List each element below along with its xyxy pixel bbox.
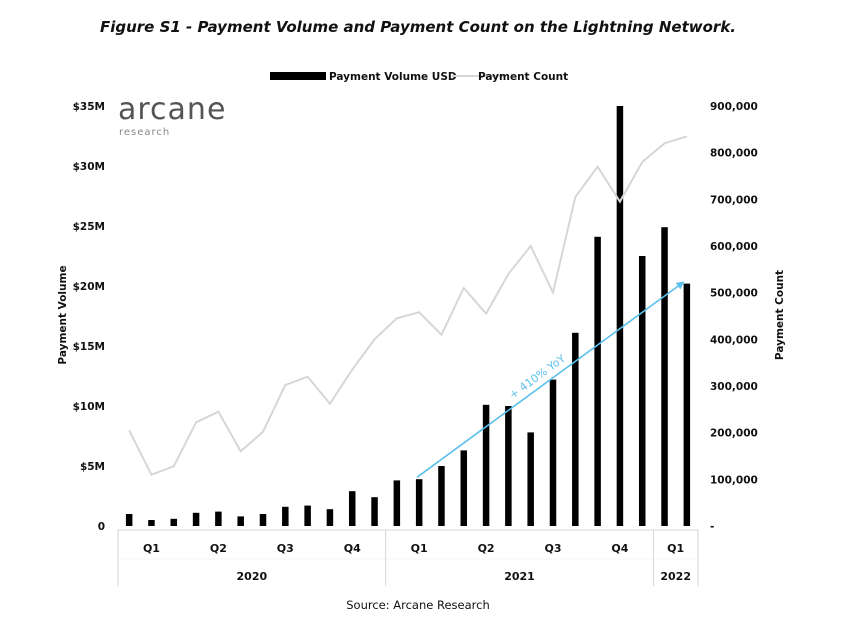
y-right-tick-label: - <box>710 521 714 533</box>
volume-bar <box>616 106 624 526</box>
chart-title: Figure S1 - Payment Volume and Payment C… <box>100 18 736 36</box>
volume-bar <box>125 514 133 526</box>
y-right-tick-label: 900,000 <box>710 101 758 113</box>
volume-bar <box>594 236 601 527</box>
yoy-annotation: + 410% YoY <box>507 352 568 402</box>
y-right-tick-label: 100,000 <box>710 474 758 486</box>
volume-bar <box>348 491 356 526</box>
source-note: Source: Arcane Research <box>346 598 490 612</box>
volume-bar <box>505 406 512 526</box>
y-left-axis-title: Payment Volume <box>57 265 69 364</box>
volume-bar <box>572 332 579 526</box>
volume-bar <box>438 466 445 526</box>
quarter-label: Q4 <box>344 542 361 555</box>
volume-bar <box>527 432 534 526</box>
quarter-label: Q3 <box>544 542 561 555</box>
y-right-tick-label: 400,000 <box>710 334 758 346</box>
y-right-tick-label: 300,000 <box>710 381 758 393</box>
y-left-tick-label: 0 <box>98 521 105 533</box>
volume-bar <box>393 480 401 526</box>
y-left-tick-label: $10M <box>73 401 105 413</box>
y-left-tick-label: $30M <box>73 161 105 173</box>
year-label: 2020 <box>237 570 268 583</box>
quarter-label: Q1 <box>667 542 684 555</box>
volume-bar <box>326 509 334 526</box>
legend-swatch-volume <box>270 72 326 80</box>
y-right-tick-label: 500,000 <box>710 288 758 300</box>
y-right-axis-title: Payment Count <box>774 270 786 360</box>
logo-subtitle: research <box>119 127 170 138</box>
arcane-logo: arcane research <box>118 92 226 138</box>
y-left-tick-label: $5M <box>80 461 105 473</box>
volume-bar <box>460 450 468 526</box>
quarter-label: Q3 <box>277 542 294 555</box>
volume-bar <box>192 512 200 526</box>
legend-label-volume: Payment Volume USD <box>329 71 457 83</box>
quarter-label: Q2 <box>478 542 495 555</box>
volume-bar <box>549 379 557 526</box>
quarter-label: Q1 <box>411 542 428 555</box>
volume-bar <box>282 506 289 526</box>
logo-wordmark: arcane <box>118 92 226 127</box>
volume-bar <box>415 479 423 526</box>
volume-bar <box>482 404 490 526</box>
y-left-tick-label: $15M <box>73 341 105 353</box>
volume-bar <box>638 256 646 526</box>
y-left-ticks: 0 $5M $10M $15M $20M $25M $30M $35M <box>73 101 105 533</box>
legend: Payment Volume USD Payment Count <box>270 71 568 83</box>
volume-bar <box>683 283 691 526</box>
y-left-tick-label: $35M <box>73 101 105 113</box>
volume-bar <box>259 514 267 526</box>
year-label: 2021 <box>504 570 535 583</box>
volume-bar <box>215 511 222 526</box>
volume-bar <box>237 516 244 526</box>
year-label: 2022 <box>660 570 691 583</box>
volume-bar <box>661 227 668 526</box>
volume-bar <box>304 505 311 526</box>
volume-bar <box>170 518 178 526</box>
y-left-tick-label: $25M <box>73 221 105 233</box>
payment-count-line <box>128 135 688 476</box>
y-right-tick-label: 800,000 <box>710 148 758 160</box>
volume-bar <box>148 520 155 526</box>
quarter-label: Q2 <box>210 542 227 555</box>
volume-bar <box>371 497 378 526</box>
y-right-ticks: - 100,000 200,000 300,000 400,000 500,000 600,… <box>710 101 758 533</box>
y-right-tick-label: 700,000 <box>710 194 758 206</box>
legend-label-count: Payment Count <box>478 71 568 83</box>
volume-bars <box>125 106 691 527</box>
y-left-tick-label: $20M <box>73 281 105 293</box>
y-right-tick-label: 200,000 <box>710 428 758 440</box>
y-right-tick-label: 600,000 <box>710 241 758 253</box>
quarter-label: Q1 <box>143 542 160 555</box>
yoy-growth-arrow <box>416 281 685 478</box>
quarter-label: Q4 <box>611 542 628 555</box>
x-axis: Q1 Q2 Q3 Q4 Q1 Q2 Q3 Q4 Q1 2020 2021 2022 <box>117 529 699 586</box>
